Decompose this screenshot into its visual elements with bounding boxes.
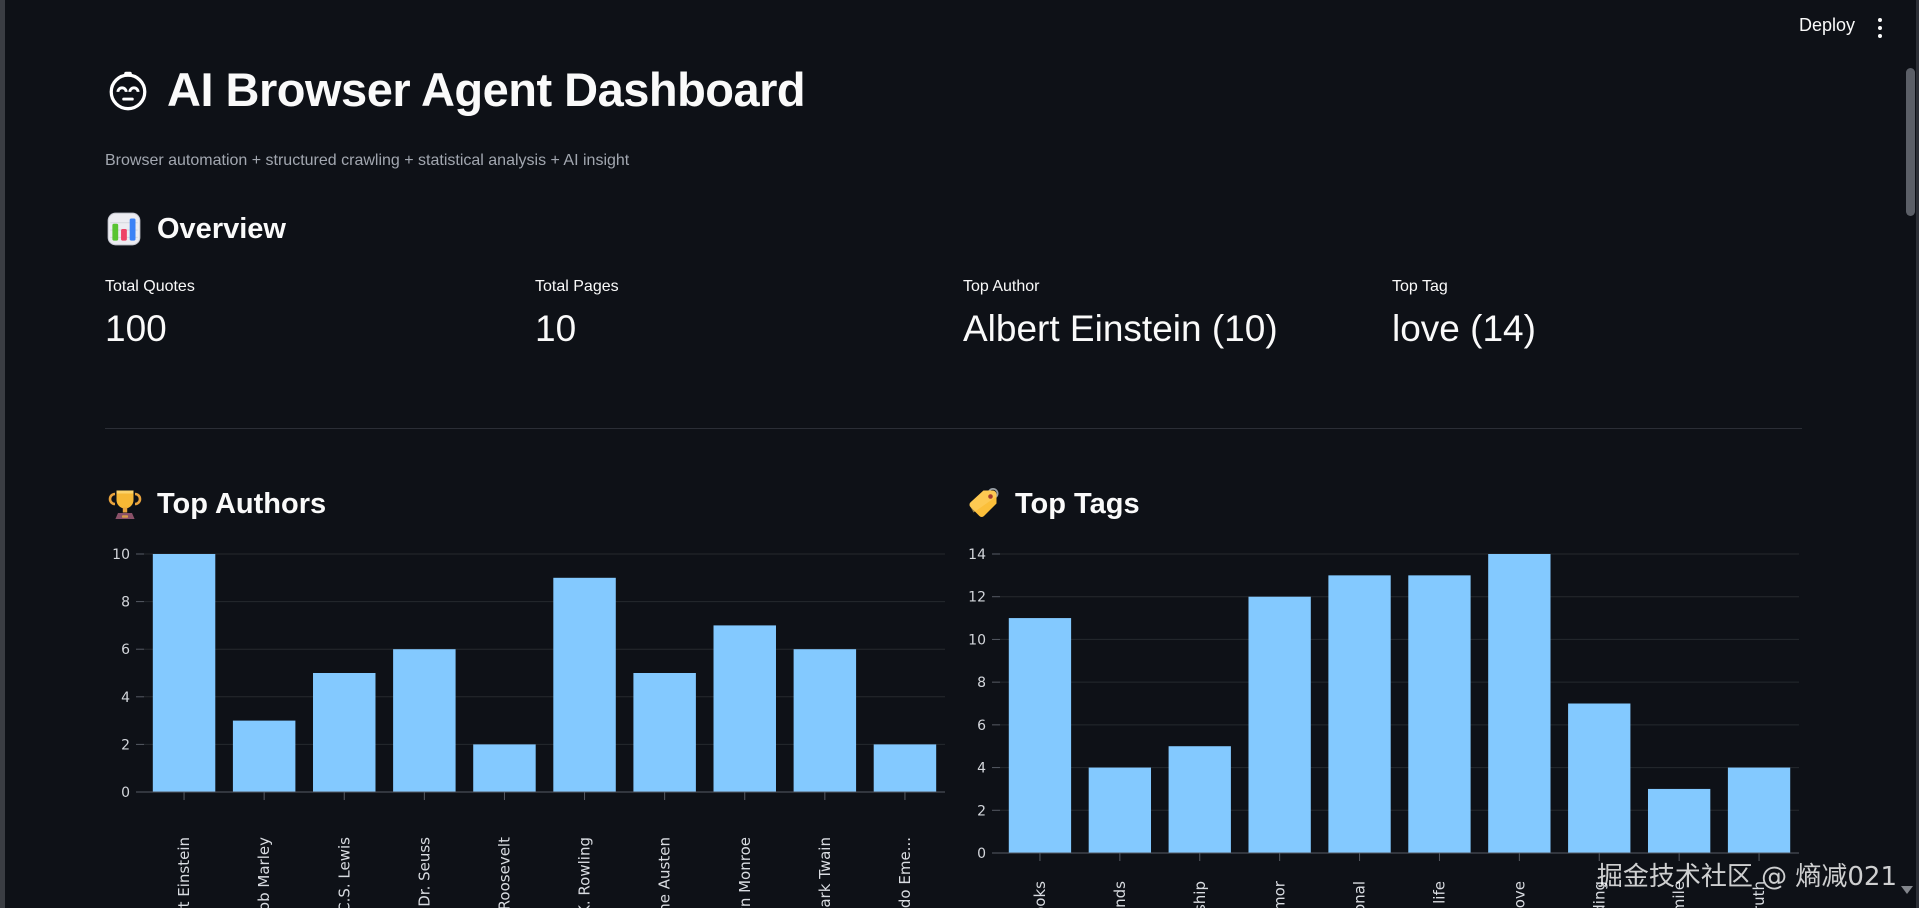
x-axis-label: Albert Einstein <box>175 837 193 908</box>
x-axis-label: friends <box>1111 881 1129 908</box>
y-tick-label: 0 <box>121 785 130 801</box>
y-tick-label: 12 <box>968 590 986 606</box>
section-divider <box>105 428 1802 429</box>
x-axis-label: inspirational <box>1351 881 1369 908</box>
metric-value: love (14) <box>1392 308 1536 349</box>
page-subtitle: Browser automation + structured crawling… <box>105 152 630 169</box>
y-tick-label: 4 <box>977 761 986 777</box>
corner-arrow-icon <box>1901 886 1913 894</box>
metric-label: Total Pages <box>535 278 619 295</box>
y-tick-label: 6 <box>977 718 986 734</box>
bar <box>1008 618 1072 853</box>
bar <box>393 649 456 792</box>
x-axis-label: Bob Marley <box>255 837 273 908</box>
deploy-button[interactable]: Deploy <box>1793 14 1861 37</box>
top-authors-heading: Top Authors <box>157 487 327 520</box>
bar-chart-emoji-icon <box>107 212 141 246</box>
y-tick-label: 2 <box>121 737 130 753</box>
bar <box>232 720 296 792</box>
y-tick-label: 8 <box>121 595 130 611</box>
top-authors-section-heading: Top Authors <box>107 486 326 522</box>
bar <box>1488 554 1551 853</box>
scrollbar-track[interactable] <box>1916 0 1919 908</box>
x-axis-label: friendship <box>1191 881 1209 908</box>
x-axis-label: Mark Twain <box>816 837 834 908</box>
app-toolbar: Deploy <box>0 0 1919 56</box>
bar <box>1568 703 1631 853</box>
robot-icon <box>109 71 147 110</box>
bar <box>473 744 536 792</box>
page-title-row: AI Browser Agent Dashboard <box>105 62 806 117</box>
metric-value: 10 <box>535 308 577 349</box>
x-axis-label: truth <box>1750 881 1768 908</box>
top-tags-heading: Top Tags <box>1015 487 1140 520</box>
metric-value: Albert Einstein (10) <box>963 308 1278 349</box>
trophy-icon <box>108 490 142 519</box>
y-tick-label: 8 <box>977 675 986 691</box>
page-title: AI Browser Agent Dashboard <box>167 63 806 116</box>
y-tick-label: 10 <box>968 632 986 648</box>
x-axis-label: J.K. Rowling <box>576 837 594 908</box>
bar <box>152 554 216 792</box>
y-tick-label: 2 <box>977 803 986 819</box>
metric-label: Top Tag <box>1392 278 1448 295</box>
y-tick-label: 6 <box>121 642 130 658</box>
x-axis-label: reading <box>1590 881 1608 908</box>
x-axis-label: books <box>1031 881 1049 908</box>
metric-top-author: Top Author Albert Einstein (10) <box>963 278 1303 350</box>
metric-total-pages: Total Pages 10 <box>535 278 875 350</box>
bar <box>873 744 937 792</box>
x-axis-label: love <box>1510 881 1528 908</box>
metric-value: 100 <box>105 308 167 349</box>
metric-total-quotes: Total Quotes 100 <box>105 278 445 350</box>
tag-icon <box>969 488 999 517</box>
y-tick-label: 14 <box>968 547 986 563</box>
overview-section-heading: Overview <box>105 210 286 248</box>
top-authors-bar-chart: 0 2 4 6 8 10 Albert Einstein Bob Marley C.S. Lew… <box>112 547 945 908</box>
bar <box>633 673 696 792</box>
y-tick-label: 0 <box>977 846 986 862</box>
metric-label: Total Quotes <box>105 278 195 295</box>
y-tick-label: 4 <box>121 690 130 706</box>
top-tags-section-heading: Top Tags <box>965 486 1140 522</box>
bar <box>1727 767 1791 853</box>
metric-label: Top Author <box>963 278 1040 295</box>
bar <box>1168 746 1231 853</box>
bar <box>713 625 776 792</box>
bar <box>793 649 857 792</box>
x-axis-label: simile <box>1670 881 1688 908</box>
bar <box>1328 575 1391 853</box>
x-axis-label: humor <box>1271 880 1289 908</box>
overview-heading: Overview <box>157 212 286 245</box>
x-axis-label: Ralph Waldo Eme... <box>896 837 914 908</box>
bar <box>1647 788 1711 853</box>
bar <box>1248 596 1311 853</box>
x-axis-label: C.S. Lewis <box>335 837 353 908</box>
bar <box>553 577 616 792</box>
bar <box>313 673 376 792</box>
x-axis-label: Dr. Seuss <box>415 837 433 907</box>
metric-top-tag: Top Tag love (14) <box>1392 278 1732 350</box>
x-axis-label: life <box>1430 881 1448 904</box>
x-axis-label: Jane Austen <box>656 837 674 908</box>
kebab-menu-icon[interactable] <box>1871 15 1889 41</box>
x-axis-label: Marilyn Monroe <box>736 837 754 908</box>
y-tick-label: 10 <box>112 547 130 563</box>
x-axis-label: Eleanor Roosevelt <box>495 837 513 908</box>
window-left-edge <box>0 0 5 908</box>
scrollbar-thumb[interactable] <box>1906 68 1915 216</box>
watermark-text: 掘金技术社区 @ 熵减021 <box>1596 862 1897 892</box>
bar <box>1088 767 1152 853</box>
bar <box>1408 575 1471 853</box>
top-tags-bar-chart: 0 2 4 6 8 10 12 14 books friends friendship humor in… <box>968 547 1799 908</box>
